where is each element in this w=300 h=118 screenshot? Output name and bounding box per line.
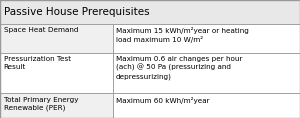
Bar: [0, 0, 300, 24]
Bar: [112, 53, 300, 93]
Text: Passive House Prerequisites: Passive House Prerequisites: [4, 7, 149, 17]
Bar: [0, 24, 112, 53]
Text: Space Heat Demand: Space Heat Demand: [4, 27, 78, 33]
Bar: [112, 24, 300, 53]
Text: Pressurization Test
Result: Pressurization Test Result: [4, 56, 71, 70]
Text: Maximum 0.6 air changes per hour
(ach) @ 50 Pa (pressurizing and
depressurizing): Maximum 0.6 air changes per hour (ach) @…: [116, 56, 243, 80]
Bar: [112, 93, 300, 118]
Text: Maximum 60 kWh/m²year: Maximum 60 kWh/m²year: [116, 97, 210, 104]
Text: Maximum 15 kWh/m²year or heating
load maximum 10 W/m²: Maximum 15 kWh/m²year or heating load ma…: [116, 27, 249, 43]
Bar: [0, 93, 112, 118]
Text: Total Primary Energy
Renewable (PER): Total Primary Energy Renewable (PER): [4, 97, 78, 111]
Bar: [0, 53, 112, 93]
